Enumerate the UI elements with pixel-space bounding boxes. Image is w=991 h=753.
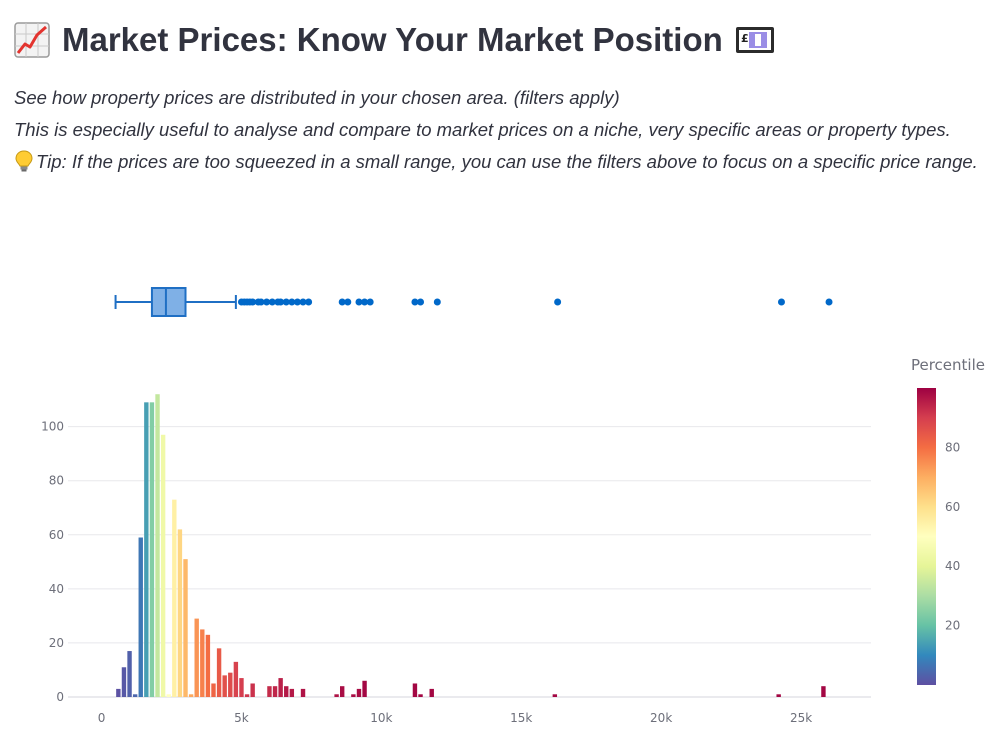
box-outlier-point (293, 298, 301, 306)
histogram-bar (351, 694, 356, 697)
histogram-bar (132, 694, 138, 697)
box-outlier-point (338, 298, 346, 306)
tip-text: Tip: If the prices are too squeezed in a… (36, 151, 978, 172)
colorbar-tick-label: 40 (945, 559, 960, 573)
histogram-bar (216, 648, 222, 697)
box-outlier-point (257, 298, 265, 306)
histogram-bar (194, 618, 199, 697)
chart-increasing-icon (14, 22, 50, 58)
x-tick-label: 0 (98, 711, 106, 725)
histogram-bar (149, 402, 155, 697)
x-tick-label: 5k (234, 711, 249, 725)
histogram-bar (356, 688, 362, 697)
x-tick-label: 20k (650, 711, 672, 725)
y-tick-label: 20 (49, 636, 64, 650)
histogram-bar (121, 667, 127, 697)
box-outlier-point (366, 298, 374, 306)
box-outlier-point (361, 298, 369, 306)
y-tick-label: 100 (41, 420, 64, 434)
box-outlier-point (777, 298, 785, 306)
colorbar-gradient (917, 388, 936, 685)
histogram-bar (200, 629, 205, 697)
colorbar-tick-label: 60 (945, 500, 960, 514)
histogram-bar (776, 694, 781, 697)
box-outlier-point (411, 298, 419, 306)
colorbar-title: Percentile (911, 356, 985, 374)
histogram-bar (339, 686, 345, 697)
histogram-bar (211, 683, 216, 697)
page-title: Market Prices: Know Your Market Position… (14, 16, 775, 64)
histogram-bar (138, 537, 143, 697)
colorbar-tick-label: 80 (945, 440, 960, 454)
histogram-bar (300, 688, 306, 697)
histogram-bar (183, 559, 188, 697)
histogram-bar (334, 694, 339, 697)
y-tick-label: 0 (56, 690, 64, 704)
box-outlier-point (282, 298, 290, 306)
histogram-bar (418, 694, 423, 697)
histogram-bar (250, 683, 255, 697)
histogram-bar (127, 651, 132, 697)
histogram-bar (362, 680, 367, 697)
page-title-text: Market Prices: Know Your Market Position (62, 21, 723, 58)
price-distribution-chart: 0 20 40 60 80 100 0 5k 10k 15k 20k 25k Percentile 20… (41, 287, 985, 725)
histogram-bar (228, 672, 233, 697)
histogram-bar (160, 434, 166, 697)
histogram-bar (267, 686, 272, 697)
histogram-bar (188, 694, 194, 697)
box-outlier-point (355, 298, 363, 306)
lightbulb-icon (15, 150, 33, 172)
histogram-bar (284, 686, 289, 697)
box-outlier-point (268, 298, 276, 306)
histogram-bar (272, 686, 278, 697)
histogram-bar (155, 394, 160, 697)
histogram-bar (233, 661, 239, 697)
histogram-bar (166, 694, 171, 697)
box-outlier-point (288, 298, 296, 306)
box-iqr (150, 287, 187, 317)
x-tick-label: 10k (370, 711, 392, 725)
x-tick-label: 15k (510, 711, 532, 725)
y-tick-label: 60 (49, 528, 64, 542)
tip-line: Tip: If the prices are too squeezed in a… (14, 150, 978, 173)
box-outlier-point (417, 298, 425, 306)
histogram-bar (172, 499, 177, 697)
histogram-bar (289, 688, 295, 697)
box-outlier-point (825, 298, 833, 306)
histogram-bar (278, 678, 283, 697)
histogram-bar (821, 686, 826, 697)
box-outlier-point (433, 298, 441, 306)
pound-banknote-icon: £ (735, 27, 774, 53)
box-outlier-point (344, 298, 352, 306)
box-outlier-point (554, 298, 562, 306)
svg-text:£: £ (741, 32, 749, 45)
description-line-2: This is especially useful to analyse and… (14, 119, 951, 140)
y-tick-label: 80 (49, 474, 64, 488)
histogram-bar (412, 683, 418, 697)
histogram-bar (205, 634, 211, 697)
box-outlier-point (305, 298, 313, 306)
colorbar-tick-label: 20 (945, 619, 960, 633)
histogram-bar (116, 688, 121, 697)
box-outlier-point (263, 298, 271, 306)
description-line-1: See how property prices are distributed … (14, 87, 620, 108)
box-outlier-point (299, 298, 307, 306)
box-outlier-point (249, 298, 257, 306)
histogram-bar (552, 694, 558, 697)
box-outlier-point (277, 298, 285, 306)
histogram-bar (177, 529, 183, 697)
x-tick-label: 25k (790, 711, 812, 725)
histogram-bar (222, 675, 227, 697)
histogram-bar (144, 402, 149, 697)
histogram-bar (429, 688, 434, 697)
histogram-bar (239, 678, 244, 697)
y-tick-label: 40 (49, 582, 64, 596)
histogram-bar (244, 694, 250, 697)
